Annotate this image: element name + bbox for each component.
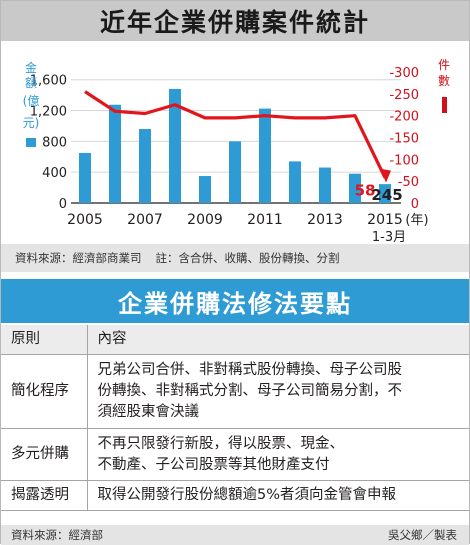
x-tick-label: 2005	[67, 212, 103, 228]
right-tick-label: -100	[389, 153, 419, 168]
x-last-sub-label: 1-3月	[372, 230, 406, 244]
left-tick-label: 0	[59, 197, 67, 212]
bar	[319, 167, 331, 203]
section-title: 企業併購法修法要點	[118, 289, 352, 318]
bar	[139, 129, 151, 203]
footer-source: 資料來源：經濟部	[11, 528, 103, 542]
x-tick-label: 2015	[367, 212, 403, 228]
chart-title-bar: 近年企業併購案件統計	[1, 1, 469, 41]
amendment-table: 原則 內容 簡化程序 兄弟公司合併、非對稱式股份轉換、母子公司股 份轉換、非對稱…	[1, 325, 469, 511]
left-axis-label: 額	[25, 76, 37, 90]
left-axis-label: 金	[25, 60, 37, 75]
table-header-row: 原則 內容	[1, 325, 469, 355]
row-key: 簡化程序	[1, 354, 88, 429]
bar	[289, 161, 301, 203]
row-key: 揭露透明	[1, 480, 88, 511]
row-value: 兄弟公司合併、非對稱式股份轉換、母子公司股 份轉換、非對稱式分割、母子公司簡易分…	[87, 354, 469, 429]
row-value: 取得公開發行股份總額逾5%者須向金管會申報	[87, 480, 469, 511]
line-value-label: 58	[355, 182, 376, 200]
chart-area: 0 400 800 1,200 1,600 0 -50 -100 -150 -200 -250 -30…	[1, 41, 469, 245]
table-row: 揭露透明 取得公開發行股份總額逾5%者須向金管會申報	[1, 480, 469, 511]
right-axis-label: 數	[438, 74, 450, 88]
bar	[349, 173, 361, 203]
source-note: 資料來源：經濟部商業司	[15, 251, 142, 265]
bar	[109, 104, 121, 203]
bar	[169, 88, 181, 203]
x-tick-label: 2007	[127, 212, 163, 228]
section-title-bar: 企業併購法修法要點	[1, 279, 469, 323]
header-content: 內容	[87, 325, 469, 355]
left-tick-label: 1,600	[30, 74, 67, 89]
x-tick-label: 2013	[307, 212, 343, 228]
table-row: 簡化程序 兄弟公司合併、非對稱式股份轉換、母子公司股 份轉換、非對稱式分割、母子…	[1, 354, 469, 429]
left-tick-label: 800	[42, 135, 67, 150]
right-tick-label: 0	[411, 197, 419, 212]
right-axis-label: 件	[438, 58, 450, 72]
row-value-line: 取得公開發行股份總額逾5%者須向金管會申報	[97, 487, 397, 503]
chart-title: 近年企業併購案件統計	[99, 8, 370, 37]
right-tick-label: -200	[389, 110, 419, 125]
footer: 資料來源：經濟部 吳父鄉／製表	[1, 525, 469, 545]
x-tick-label: 2011	[247, 212, 283, 228]
bar	[199, 176, 211, 203]
row-value: 不再只限發行新股，得以股票、現金、 不動產、子公司股票等其他財產支付	[87, 428, 469, 481]
table-row: 多元併購 不再只限發行新股，得以股票、現金、 不動產、子公司股票等其他財產支付	[1, 428, 469, 481]
right-tick-label: -300	[389, 66, 419, 81]
x-tick-label: 2009	[187, 212, 223, 228]
bar	[79, 152, 91, 203]
right-tick-label: -150	[389, 132, 419, 147]
right-tick-label: -250	[389, 88, 419, 103]
bar-value-label: 245	[371, 186, 402, 204]
footer-credit: 吳父鄉／製表	[388, 528, 457, 542]
line-series	[84, 90, 387, 179]
bar	[229, 141, 241, 203]
right-legend-swatch	[442, 97, 447, 113]
row-key: 多元併購	[1, 428, 88, 481]
bar	[379, 184, 391, 203]
left-tick-label: 400	[42, 166, 67, 181]
line-arrowhead	[380, 168, 391, 183]
row-value-line: 不再只限發行新股，得以股票、現金、	[97, 435, 345, 452]
right-tick-label: -50	[398, 175, 419, 190]
left-legend-swatch	[26, 138, 36, 147]
left-axis-label: (億	[23, 94, 40, 108]
chart-note: 註：含合併、收購、股份轉換、分割	[155, 251, 340, 265]
row-value-line: 須經股東會決議	[97, 404, 200, 420]
row-value-line: 兄弟公司合併、非對稱式股份轉換、母子公司股	[97, 362, 403, 378]
x-unit-label: (年)	[405, 213, 428, 228]
source-bar: 資料來源：經濟部商業司 註：含合併、收購、股份轉換、分割	[1, 244, 469, 272]
left-tick-label: 1,200	[30, 105, 67, 120]
bar	[259, 108, 271, 203]
row-value-line: 不動產、子公司股票等其他財產支付	[97, 456, 330, 473]
header-principle: 原則	[1, 325, 88, 355]
ma-chart: 0 400 800 1,200 1,600 0 -50 -100 -150 -200 -250 -30…	[23, 58, 450, 245]
row-value-line: 份轉換、非對稱式分割、母子公司簡易分割，不	[97, 383, 403, 399]
left-axis-label: 元)	[23, 116, 40, 130]
